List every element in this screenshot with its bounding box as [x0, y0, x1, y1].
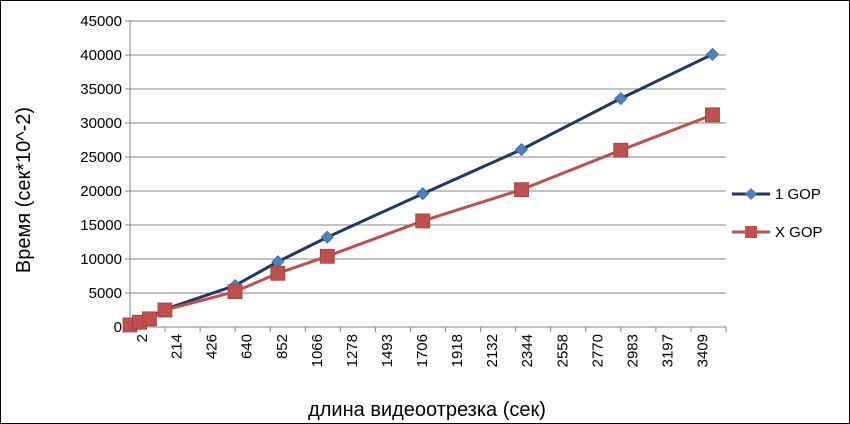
x-tick-label: 3197: [659, 334, 676, 367]
data-point: [227, 284, 243, 300]
y-tick-label: 20000: [80, 183, 122, 200]
y-tick-label: 30000: [80, 115, 122, 132]
x-tick-label: 2983: [624, 334, 641, 367]
data-point: [514, 182, 529, 198]
legend-label: X GOP: [775, 224, 823, 241]
data-point: [319, 248, 335, 264]
y-tick-label: 0: [114, 319, 122, 336]
data-point: [705, 107, 720, 123]
x-tick-label: 214: [169, 334, 186, 359]
x-tick-label: 1066: [309, 334, 326, 367]
y-axis-title: Время (сек*10^-2): [13, 107, 35, 273]
y-tick-label: 45000: [80, 13, 122, 30]
x-tick-label: 2558: [554, 334, 571, 367]
data-point: [614, 91, 628, 106]
data-point: [142, 311, 157, 327]
x-axis-title: длина видеоотрезка (сек): [308, 399, 546, 421]
data-point: [415, 213, 431, 229]
data-point: [270, 265, 286, 281]
y-tick-label: 25000: [80, 149, 122, 166]
x-tick-label: 426: [204, 334, 221, 359]
gridlines: [130, 20, 726, 294]
x-tick-label: 2: [134, 334, 151, 342]
legend-label: 1 GOP: [775, 186, 821, 203]
y-tick-label: 40000: [80, 47, 122, 64]
x-axis-ticks: 2 214 426 640 852 1066 1278 1493 1706 1918 2132 234…: [129, 327, 727, 367]
y-tick-label: 35000: [80, 81, 122, 98]
data-point: [320, 230, 334, 244]
x-tick-label: 3409: [695, 334, 712, 367]
data-point: [514, 142, 529, 157]
x-tick-label: 2344: [519, 334, 536, 367]
data-point: [705, 47, 720, 61]
y-tick-label: 5000: [89, 285, 122, 302]
data-point: [613, 142, 629, 158]
y-axis-ticks: 0 5000 10000 15000 20000 25000 30000 35000 40000…: [80, 13, 130, 336]
data-point: [416, 187, 430, 201]
x-tick-label: 640: [239, 334, 256, 359]
x-tick-label: 2770: [589, 334, 606, 367]
legend: 1 GOP X GOP: [732, 186, 823, 241]
y-tick-label: 15000: [80, 217, 122, 234]
x-tick-label: 1493: [379, 334, 396, 367]
x-tick-label: 1918: [449, 334, 466, 367]
y-tick-label: 10000: [80, 251, 122, 268]
axes: [129, 21, 726, 328]
legend-marker: [745, 226, 757, 238]
x-tick-label: 2132: [484, 334, 501, 367]
x-tick-label: 1706: [414, 334, 431, 367]
series-layer: [122, 47, 720, 333]
legend-marker: [745, 188, 757, 200]
data-point: [157, 302, 173, 318]
x-tick-label: 852: [274, 334, 291, 359]
x-tick-label: 1278: [344, 334, 361, 367]
